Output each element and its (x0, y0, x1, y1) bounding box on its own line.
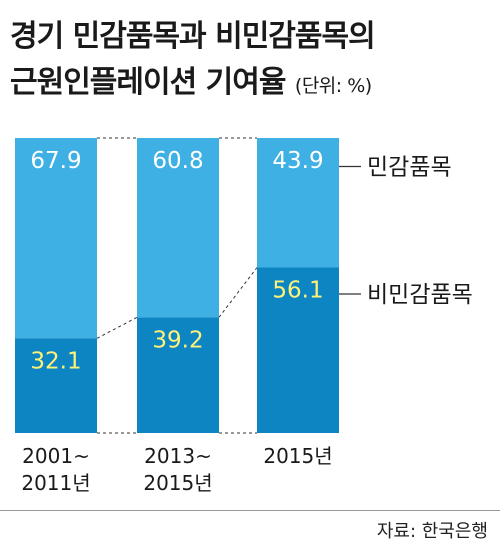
source-divider (0, 510, 500, 511)
legend-label-비민감품목: 비민감품목 (367, 282, 473, 308)
category-label-0-0: 2001~ (22, 444, 90, 468)
category-label-1-1: 2015년 (143, 471, 212, 495)
data-label-비민감품목-2: 56.1 (272, 278, 323, 304)
data-label-비민감품목-0: 32.1 (30, 348, 81, 374)
data-label-민감품목-2: 43.9 (272, 148, 323, 174)
chart-title: 경기 민감품목과 비민감품목의 근원인플레이션 기여율 (단위: %) (10, 14, 490, 109)
bar-segment-민감품목-1 (137, 138, 219, 318)
chart-title-line2: 근원인플레이션 기여율 (단위: %) (10, 60, 490, 109)
bar-segment-민감품목-0 (15, 138, 97, 339)
category-label-1-0: 2013~ (144, 444, 212, 468)
unit-label: (단위: %) (294, 75, 372, 97)
legend-label-민감품목: 민감품목 (367, 154, 452, 180)
category-label-2-0: 2015년 (263, 444, 332, 468)
data-label-민감품목-0: 67.9 (30, 148, 81, 174)
data-label-비민감품목-1: 39.2 (152, 327, 203, 353)
chart-title-line2-text: 근원인플레이션 기여율 (10, 65, 286, 100)
bar-segment-민감품목-2 (257, 138, 339, 268)
bar-segment-비민감품목-1 (137, 317, 219, 433)
bar-segment-비민감품목-2 (257, 267, 339, 433)
data-label-민감품목-1: 60.8 (152, 148, 203, 174)
chart-title-line1: 경기 민감품목과 비민감품목의 (10, 19, 376, 54)
category-label-0-1: 2011년 (21, 471, 90, 495)
connector-boundary-1 (218, 267, 258, 318)
source-note: 자료: 한국은행 (376, 521, 488, 542)
connector-boundary-0 (96, 316, 138, 339)
bar-segment-비민감품목-0 (15, 338, 97, 433)
